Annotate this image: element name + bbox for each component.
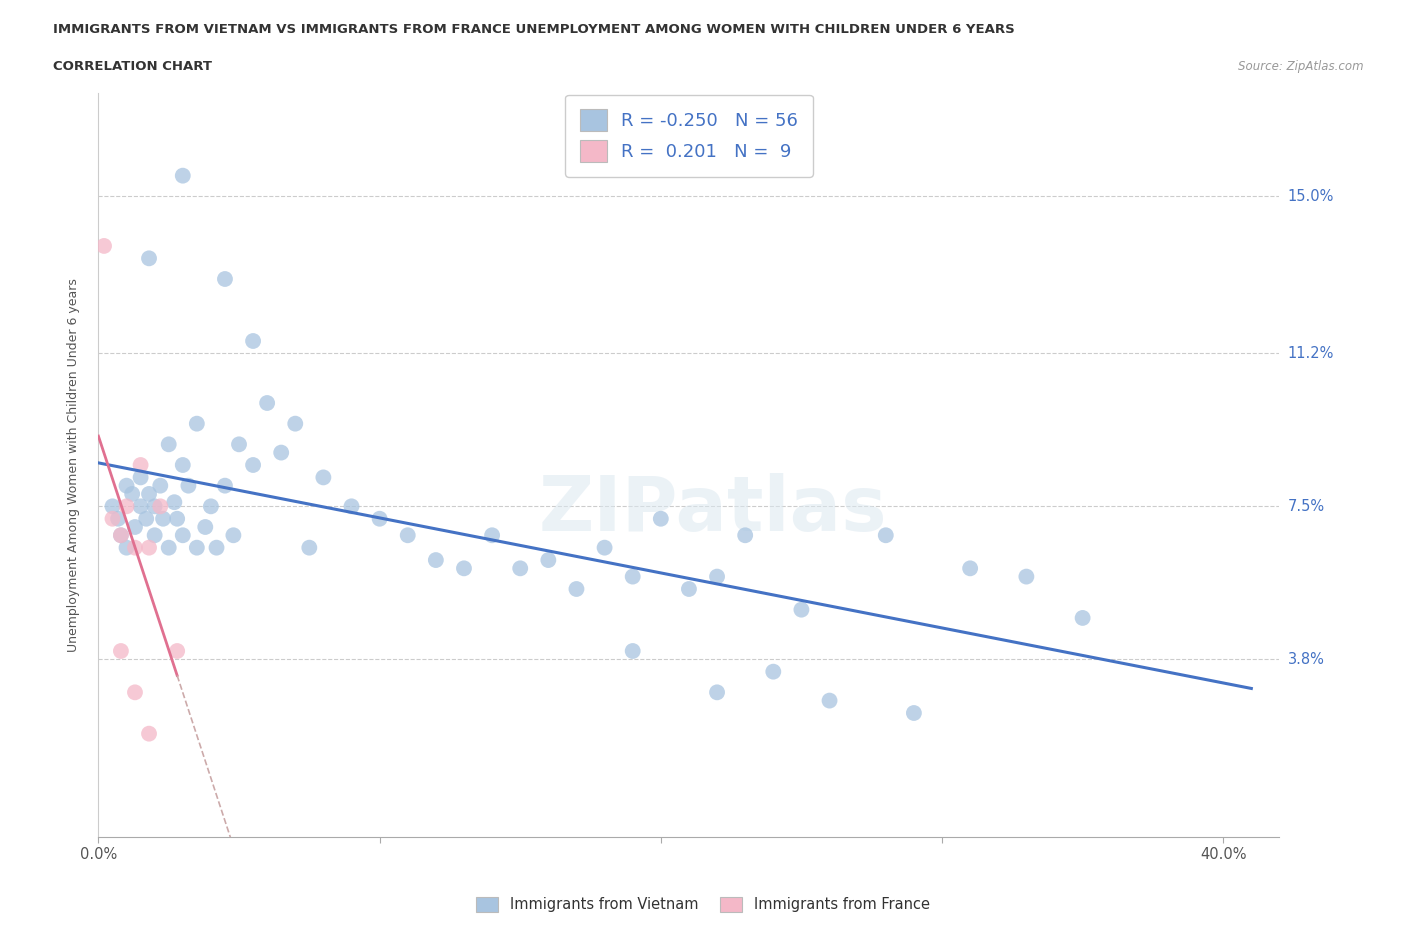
Point — [298, 540, 321, 555]
Point — [138, 486, 160, 501]
Text: Source: ZipAtlas.com: Source: ZipAtlas.com — [1239, 60, 1364, 73]
Point — [621, 569, 644, 584]
Legend: Immigrants from Vietnam, Immigrants from France: Immigrants from Vietnam, Immigrants from… — [471, 891, 935, 918]
Point — [650, 512, 672, 526]
Point — [107, 512, 129, 526]
Point — [101, 498, 124, 513]
Point — [152, 512, 174, 526]
Point — [149, 478, 172, 493]
Point — [593, 540, 616, 555]
Point — [143, 498, 166, 513]
Point — [284, 417, 307, 432]
Point — [93, 238, 115, 253]
Point — [200, 498, 222, 513]
Point — [959, 561, 981, 576]
Point — [818, 693, 841, 708]
Point — [186, 417, 208, 432]
Point — [124, 684, 146, 699]
Point — [340, 498, 363, 513]
Point — [214, 478, 236, 493]
Point — [214, 272, 236, 286]
Point — [242, 334, 264, 349]
Point — [115, 478, 138, 493]
Text: 7.5%: 7.5% — [1288, 498, 1324, 514]
Point — [166, 644, 188, 658]
Point — [312, 470, 335, 485]
Point — [149, 498, 172, 513]
Point — [172, 528, 194, 543]
Point — [172, 458, 194, 472]
Point — [205, 540, 228, 555]
Point — [129, 458, 152, 472]
Point — [110, 528, 132, 543]
Point — [706, 684, 728, 699]
Point — [368, 512, 391, 526]
Point — [621, 644, 644, 658]
Point — [425, 552, 447, 567]
Point — [115, 540, 138, 555]
Point — [270, 445, 292, 460]
Point — [875, 528, 897, 543]
Point — [124, 540, 146, 555]
Point — [129, 470, 152, 485]
Point — [481, 528, 503, 543]
Point — [256, 395, 278, 410]
Point — [678, 581, 700, 596]
Point — [115, 498, 138, 513]
Point — [121, 486, 143, 501]
Point — [537, 552, 560, 567]
Point — [110, 644, 132, 658]
Point — [110, 528, 132, 543]
Text: IMMIGRANTS FROM VIETNAM VS IMMIGRANTS FROM FRANCE UNEMPLOYMENT AMONG WOMEN WITH : IMMIGRANTS FROM VIETNAM VS IMMIGRANTS FR… — [53, 23, 1015, 36]
Y-axis label: Unemployment Among Women with Children Under 6 years: Unemployment Among Women with Children U… — [67, 278, 80, 652]
Point — [396, 528, 419, 543]
Point — [138, 251, 160, 266]
Point — [222, 528, 245, 543]
Point — [242, 458, 264, 472]
Point — [129, 498, 152, 513]
Text: 15.0%: 15.0% — [1288, 189, 1334, 204]
Text: 11.2%: 11.2% — [1288, 346, 1334, 361]
Point — [453, 561, 475, 576]
Point — [509, 561, 531, 576]
Point — [762, 664, 785, 679]
Text: ZIPatlas: ZIPatlas — [538, 472, 887, 547]
Point — [166, 512, 188, 526]
Point — [186, 540, 208, 555]
Point — [157, 437, 180, 452]
Point — [143, 528, 166, 543]
Point — [228, 437, 250, 452]
Point — [157, 540, 180, 555]
Text: 3.8%: 3.8% — [1288, 652, 1324, 667]
Point — [135, 512, 157, 526]
Point — [124, 520, 146, 535]
Point — [790, 603, 813, 618]
Point — [734, 528, 756, 543]
Point — [194, 520, 217, 535]
Point — [1071, 610, 1094, 625]
Point — [163, 495, 186, 510]
Point — [1015, 569, 1038, 584]
Point — [903, 706, 925, 721]
Text: CORRELATION CHART: CORRELATION CHART — [53, 60, 212, 73]
Point — [706, 569, 728, 584]
Legend: R = -0.250   N = 56, R =  0.201   N =  9: R = -0.250 N = 56, R = 0.201 N = 9 — [565, 95, 813, 177]
Point — [565, 581, 588, 596]
Point — [172, 168, 194, 183]
Point — [138, 540, 160, 555]
Point — [101, 512, 124, 526]
Point — [177, 478, 200, 493]
Point — [138, 726, 160, 741]
